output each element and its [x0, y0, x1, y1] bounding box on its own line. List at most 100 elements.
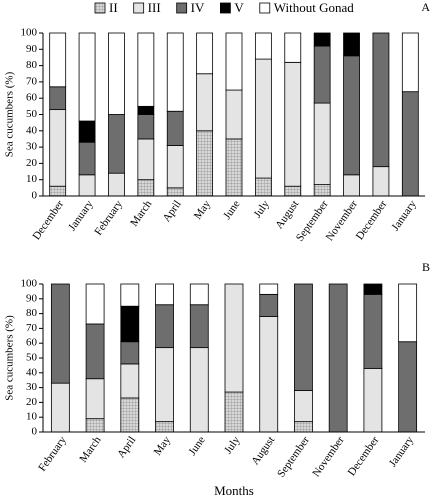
y-tick-label: 90	[26, 292, 38, 304]
y-tick-label: 50	[26, 108, 38, 120]
legend-swatch	[133, 2, 145, 14]
x-axis-label: Months	[214, 483, 254, 498]
x-tick-label: August	[273, 198, 301, 231]
bar-segment	[78, 32, 96, 122]
bar-segment	[401, 91, 419, 197]
bar-segment	[189, 347, 209, 433]
y-tick-label: 30	[26, 141, 38, 153]
bar-segment	[224, 391, 244, 433]
y-tick-label: 50	[26, 352, 38, 364]
x-tick-label: December	[30, 198, 66, 242]
y-tick-label: 100	[21, 278, 38, 290]
bar-segment	[313, 45, 331, 104]
bar-segment	[189, 283, 209, 306]
x-tick-label: September	[275, 434, 312, 480]
x-tick-label: February	[92, 198, 125, 238]
bar-segment	[137, 105, 155, 115]
bar-segment	[189, 304, 209, 349]
y-tick-label: 40	[26, 366, 38, 378]
x-tick-label: June	[221, 198, 242, 221]
y-tick-label: 70	[26, 322, 38, 334]
bar-segment	[50, 382, 70, 433]
panel-label: B	[422, 260, 430, 274]
bar-segment	[49, 32, 67, 88]
bar-segment	[363, 283, 383, 295]
x-tick-label: July	[252, 198, 273, 220]
x-tick-label: March	[128, 198, 155, 229]
bar-segment	[85, 283, 105, 325]
y-tick-label: 10	[26, 411, 38, 423]
x-tick-label: January	[389, 198, 419, 233]
bar-segment	[363, 293, 383, 369]
bar-segment	[328, 283, 348, 433]
bar-segment	[225, 138, 243, 197]
bar-segment	[155, 283, 174, 306]
x-tick-label: January	[387, 434, 417, 469]
bar-segment	[284, 61, 302, 187]
bar-segment	[137, 138, 155, 181]
x-tick-label: April	[115, 434, 138, 460]
bar-segment	[294, 283, 313, 391]
bar-segment	[108, 114, 125, 174]
bar-segment	[78, 120, 96, 143]
bar-segment	[372, 32, 390, 168]
x-tick-label: November	[310, 434, 347, 479]
x-tick-label: June	[186, 434, 207, 457]
bar-segment	[313, 32, 331, 47]
bar-segment	[78, 174, 96, 197]
bar-segment	[225, 32, 243, 91]
bar-segment	[108, 32, 125, 115]
bar-segment	[225, 89, 243, 140]
bar-segment	[120, 305, 140, 343]
bar-segment	[313, 184, 331, 197]
y-tick-label: 30	[26, 381, 38, 393]
bar-segment	[120, 363, 140, 399]
bar-segment	[294, 390, 313, 423]
y-tick-label: 100	[21, 27, 38, 39]
y-tick-label: 90	[26, 43, 38, 55]
bar-segment	[155, 421, 174, 433]
bar-segment	[254, 32, 272, 60]
legend-label: III	[148, 0, 161, 15]
bar-segment	[294, 421, 313, 433]
legend-swatch	[259, 2, 271, 14]
y-tick-label: 80	[26, 307, 38, 319]
y-tick-label: 0	[32, 426, 38, 438]
x-tick-label: August	[249, 434, 277, 467]
panel-label: A	[421, 0, 430, 14]
x-tick-label: May	[152, 434, 174, 458]
x-tick-label: March	[77, 434, 104, 465]
bar-segment	[49, 185, 67, 197]
bar-segment	[85, 378, 105, 420]
bar-segment	[120, 397, 140, 433]
bar-segment	[120, 341, 140, 365]
bar-segment	[137, 179, 155, 197]
x-tick-label: January	[66, 198, 96, 233]
legend-swatch	[176, 2, 188, 14]
legend-swatch	[219, 2, 231, 14]
y-tick-label: 70	[26, 75, 38, 87]
bar-segment	[343, 32, 360, 57]
bar-segment	[85, 418, 105, 433]
y-tick-label: 20	[26, 396, 38, 408]
x-tick-label: April	[161, 198, 184, 224]
bar-segment	[284, 185, 302, 197]
legend-label: V	[234, 0, 244, 15]
bar-segment	[372, 166, 390, 197]
bar-segment	[259, 283, 279, 295]
bar-segment	[155, 347, 174, 423]
y-tick-label: 40	[26, 124, 38, 136]
bar-segment	[313, 102, 331, 185]
bar-segment	[166, 32, 184, 112]
bar-segment	[196, 130, 214, 197]
bar-segment	[259, 316, 279, 433]
bar-segment	[398, 283, 418, 343]
y-axis-label: Sea cucumbers (%)	[4, 71, 16, 157]
y-axis-label: Sea cucumbers (%)	[4, 315, 16, 401]
bar-segment	[120, 283, 140, 307]
bar-segment	[224, 283, 244, 393]
bar-segment	[166, 187, 184, 197]
bar-segment	[398, 341, 418, 433]
